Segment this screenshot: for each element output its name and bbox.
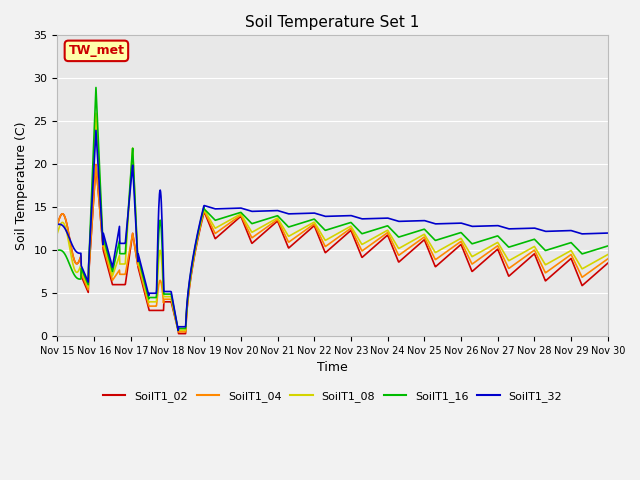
SoilT1_32: [174, 327, 182, 333]
SoilT1_16: [367, 228, 375, 234]
SoilT1_08: [92, 110, 100, 116]
SoilT1_16: [300, 220, 307, 226]
SoilT1_02: [604, 260, 612, 266]
SoilT1_16: [119, 251, 127, 257]
SoilT1_32: [119, 240, 127, 246]
SoilT1_16: [604, 243, 612, 249]
Line: SoilT1_04: SoilT1_04: [58, 165, 608, 332]
SoilT1_32: [300, 211, 307, 216]
SoilT1_08: [97, 193, 104, 199]
SoilT1_16: [288, 223, 296, 229]
SoilT1_32: [604, 230, 612, 236]
SoilT1_02: [119, 282, 127, 288]
SoilT1_16: [174, 327, 182, 333]
SoilT1_04: [300, 229, 307, 235]
SoilT1_08: [604, 252, 612, 257]
SoilT1_08: [54, 230, 61, 236]
SoilT1_02: [97, 213, 104, 219]
Line: SoilT1_16: SoilT1_16: [58, 87, 608, 330]
SoilT1_32: [309, 210, 317, 216]
SoilT1_04: [92, 162, 100, 168]
SoilT1_02: [367, 246, 375, 252]
X-axis label: Time: Time: [317, 361, 348, 374]
SoilT1_02: [92, 162, 100, 168]
SoilT1_04: [175, 329, 182, 335]
Line: SoilT1_32: SoilT1_32: [58, 130, 608, 330]
SoilT1_02: [309, 224, 317, 229]
SoilT1_08: [119, 261, 127, 267]
SoilT1_04: [54, 222, 61, 228]
SoilT1_04: [119, 271, 127, 277]
SoilT1_08: [288, 232, 296, 238]
SoilT1_04: [367, 241, 375, 247]
SoilT1_16: [92, 84, 100, 90]
Legend: SoilT1_02, SoilT1_04, SoilT1_08, SoilT1_16, SoilT1_32: SoilT1_02, SoilT1_04, SoilT1_08, SoilT1_…: [99, 387, 566, 407]
SoilT1_02: [300, 233, 307, 239]
SoilT1_08: [300, 226, 307, 231]
Title: Soil Temperature Set 1: Soil Temperature Set 1: [245, 15, 420, 30]
SoilT1_04: [97, 213, 104, 219]
SoilT1_32: [92, 127, 100, 133]
Line: SoilT1_08: SoilT1_08: [58, 113, 608, 331]
SoilT1_02: [175, 331, 182, 336]
SoilT1_16: [97, 183, 104, 189]
SoilT1_16: [309, 216, 317, 222]
SoilT1_32: [288, 211, 296, 216]
Line: SoilT1_02: SoilT1_02: [58, 165, 608, 334]
SoilT1_08: [174, 328, 182, 334]
SoilT1_32: [54, 222, 61, 228]
SoilT1_08: [367, 236, 375, 242]
SoilT1_04: [309, 222, 317, 228]
SoilT1_04: [288, 237, 296, 243]
SoilT1_08: [309, 220, 317, 226]
Text: TW_met: TW_met: [68, 44, 124, 57]
SoilT1_32: [367, 216, 375, 221]
SoilT1_02: [288, 242, 296, 248]
SoilT1_02: [54, 222, 61, 228]
Y-axis label: Soil Temperature (C): Soil Temperature (C): [15, 121, 28, 250]
SoilT1_32: [97, 200, 104, 205]
SoilT1_16: [54, 247, 61, 253]
SoilT1_04: [604, 256, 612, 262]
